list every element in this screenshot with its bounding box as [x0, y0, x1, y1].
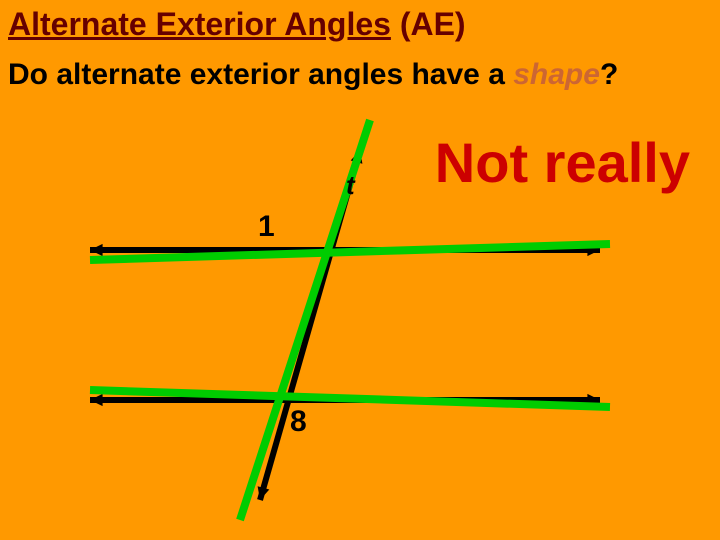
slide: Alternate Exterior Angles (AE) Do altern… — [0, 0, 720, 540]
angle-1-label: 1 — [258, 210, 275, 244]
transversal-label: t — [346, 170, 355, 201]
diagram-svg — [0, 0, 720, 540]
angle-8-label: 8 — [290, 405, 307, 439]
